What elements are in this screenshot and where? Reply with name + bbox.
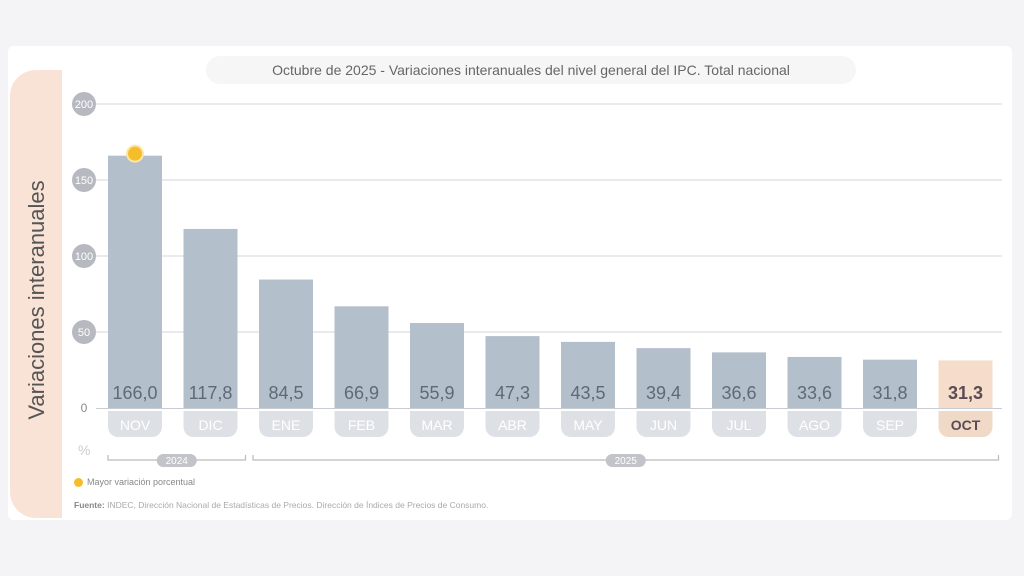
- y-unit-label: %: [78, 442, 90, 458]
- x-tick-label: MAR: [421, 417, 452, 433]
- source-text: INDEC, Dirección Nacional de Estadística…: [107, 500, 489, 510]
- bar: [863, 359, 917, 408]
- y-tick-label: 0: [81, 401, 88, 415]
- y-tick-label: 50: [78, 327, 90, 339]
- x-tick-label: FEB: [348, 417, 375, 433]
- month-pill: [485, 411, 540, 437]
- y-tick-label: 200: [75, 99, 93, 111]
- x-tick-label: MAY: [573, 417, 603, 433]
- bar: [787, 356, 842, 408]
- bar-value-label: 84,5: [268, 383, 303, 403]
- month-pill: [712, 411, 766, 437]
- y-tick-label: 100: [75, 251, 93, 263]
- month-pill: [938, 411, 993, 437]
- bar: [485, 336, 540, 408]
- bar: [938, 360, 993, 408]
- bar-value-label: 66,9: [344, 383, 379, 403]
- max-marker-icon: [74, 477, 83, 487]
- x-tick-label: DIC: [198, 417, 222, 433]
- bar-value-label: 55,9: [419, 383, 454, 403]
- bar: [561, 341, 615, 408]
- bar: [334, 306, 389, 408]
- bar: [712, 352, 766, 408]
- month-pill: [636, 411, 691, 437]
- bar-value-label: 31,8: [872, 383, 907, 403]
- x-tick-label: OCT: [951, 417, 981, 433]
- x-tick-label: JUL: [727, 417, 752, 433]
- year-badge: [156, 454, 197, 467]
- y-tick-label: 150: [75, 175, 93, 187]
- source-note: Fuente: INDEC, Dirección Nacional de Est…: [74, 500, 488, 510]
- month-pill: [410, 411, 464, 437]
- source-label: Fuente:: [74, 500, 105, 510]
- chart-card: [8, 46, 1012, 520]
- bar-value-label: 31,3: [948, 383, 983, 403]
- y-tick-badge: [72, 168, 96, 192]
- bar-value-label: 117,8: [189, 383, 233, 403]
- month-pill: [334, 411, 389, 437]
- month-pill: [561, 411, 615, 437]
- y-tick-badge: [72, 320, 96, 344]
- month-pill: [108, 411, 162, 437]
- legend-label: Mayor variación porcentual: [87, 477, 196, 487]
- bar-value-label: 36,6: [721, 383, 756, 403]
- bar-value-label: 39,4: [646, 383, 681, 403]
- bar-value-label: 166,0: [112, 383, 157, 403]
- x-tick-label: AGO: [799, 417, 830, 433]
- x-tick-label: NOV: [120, 417, 151, 433]
- legend: Mayor variación porcentual: [74, 477, 195, 487]
- bar: [636, 348, 691, 408]
- x-tick-label: ENE: [272, 417, 301, 433]
- bar-value-label: 33,6: [797, 383, 832, 403]
- y-axis-label-panel: [10, 70, 62, 518]
- month-pill: [259, 411, 313, 437]
- x-tick-label: SEP: [876, 417, 904, 433]
- bar: [108, 155, 162, 408]
- bar-value-label: 43,5: [570, 383, 605, 403]
- year-label: 2025: [615, 456, 638, 467]
- bar-value-label: 47,3: [495, 383, 530, 403]
- year-label: 2024: [166, 456, 189, 467]
- max-marker: [126, 144, 144, 163]
- x-tick-label: ABR: [498, 417, 527, 433]
- year-badge: [605, 454, 646, 467]
- bar: [259, 279, 313, 408]
- x-tick-label: JUN: [650, 417, 677, 433]
- bar: [410, 323, 464, 408]
- month-pill: [863, 411, 917, 437]
- y-tick-badge: [72, 92, 96, 116]
- bar: [183, 228, 238, 408]
- chart-title: Octubre de 2025 - Variaciones interanual…: [206, 56, 856, 84]
- month-pill: [183, 411, 238, 437]
- month-pill: [787, 411, 842, 437]
- y-tick-badge: [72, 244, 96, 268]
